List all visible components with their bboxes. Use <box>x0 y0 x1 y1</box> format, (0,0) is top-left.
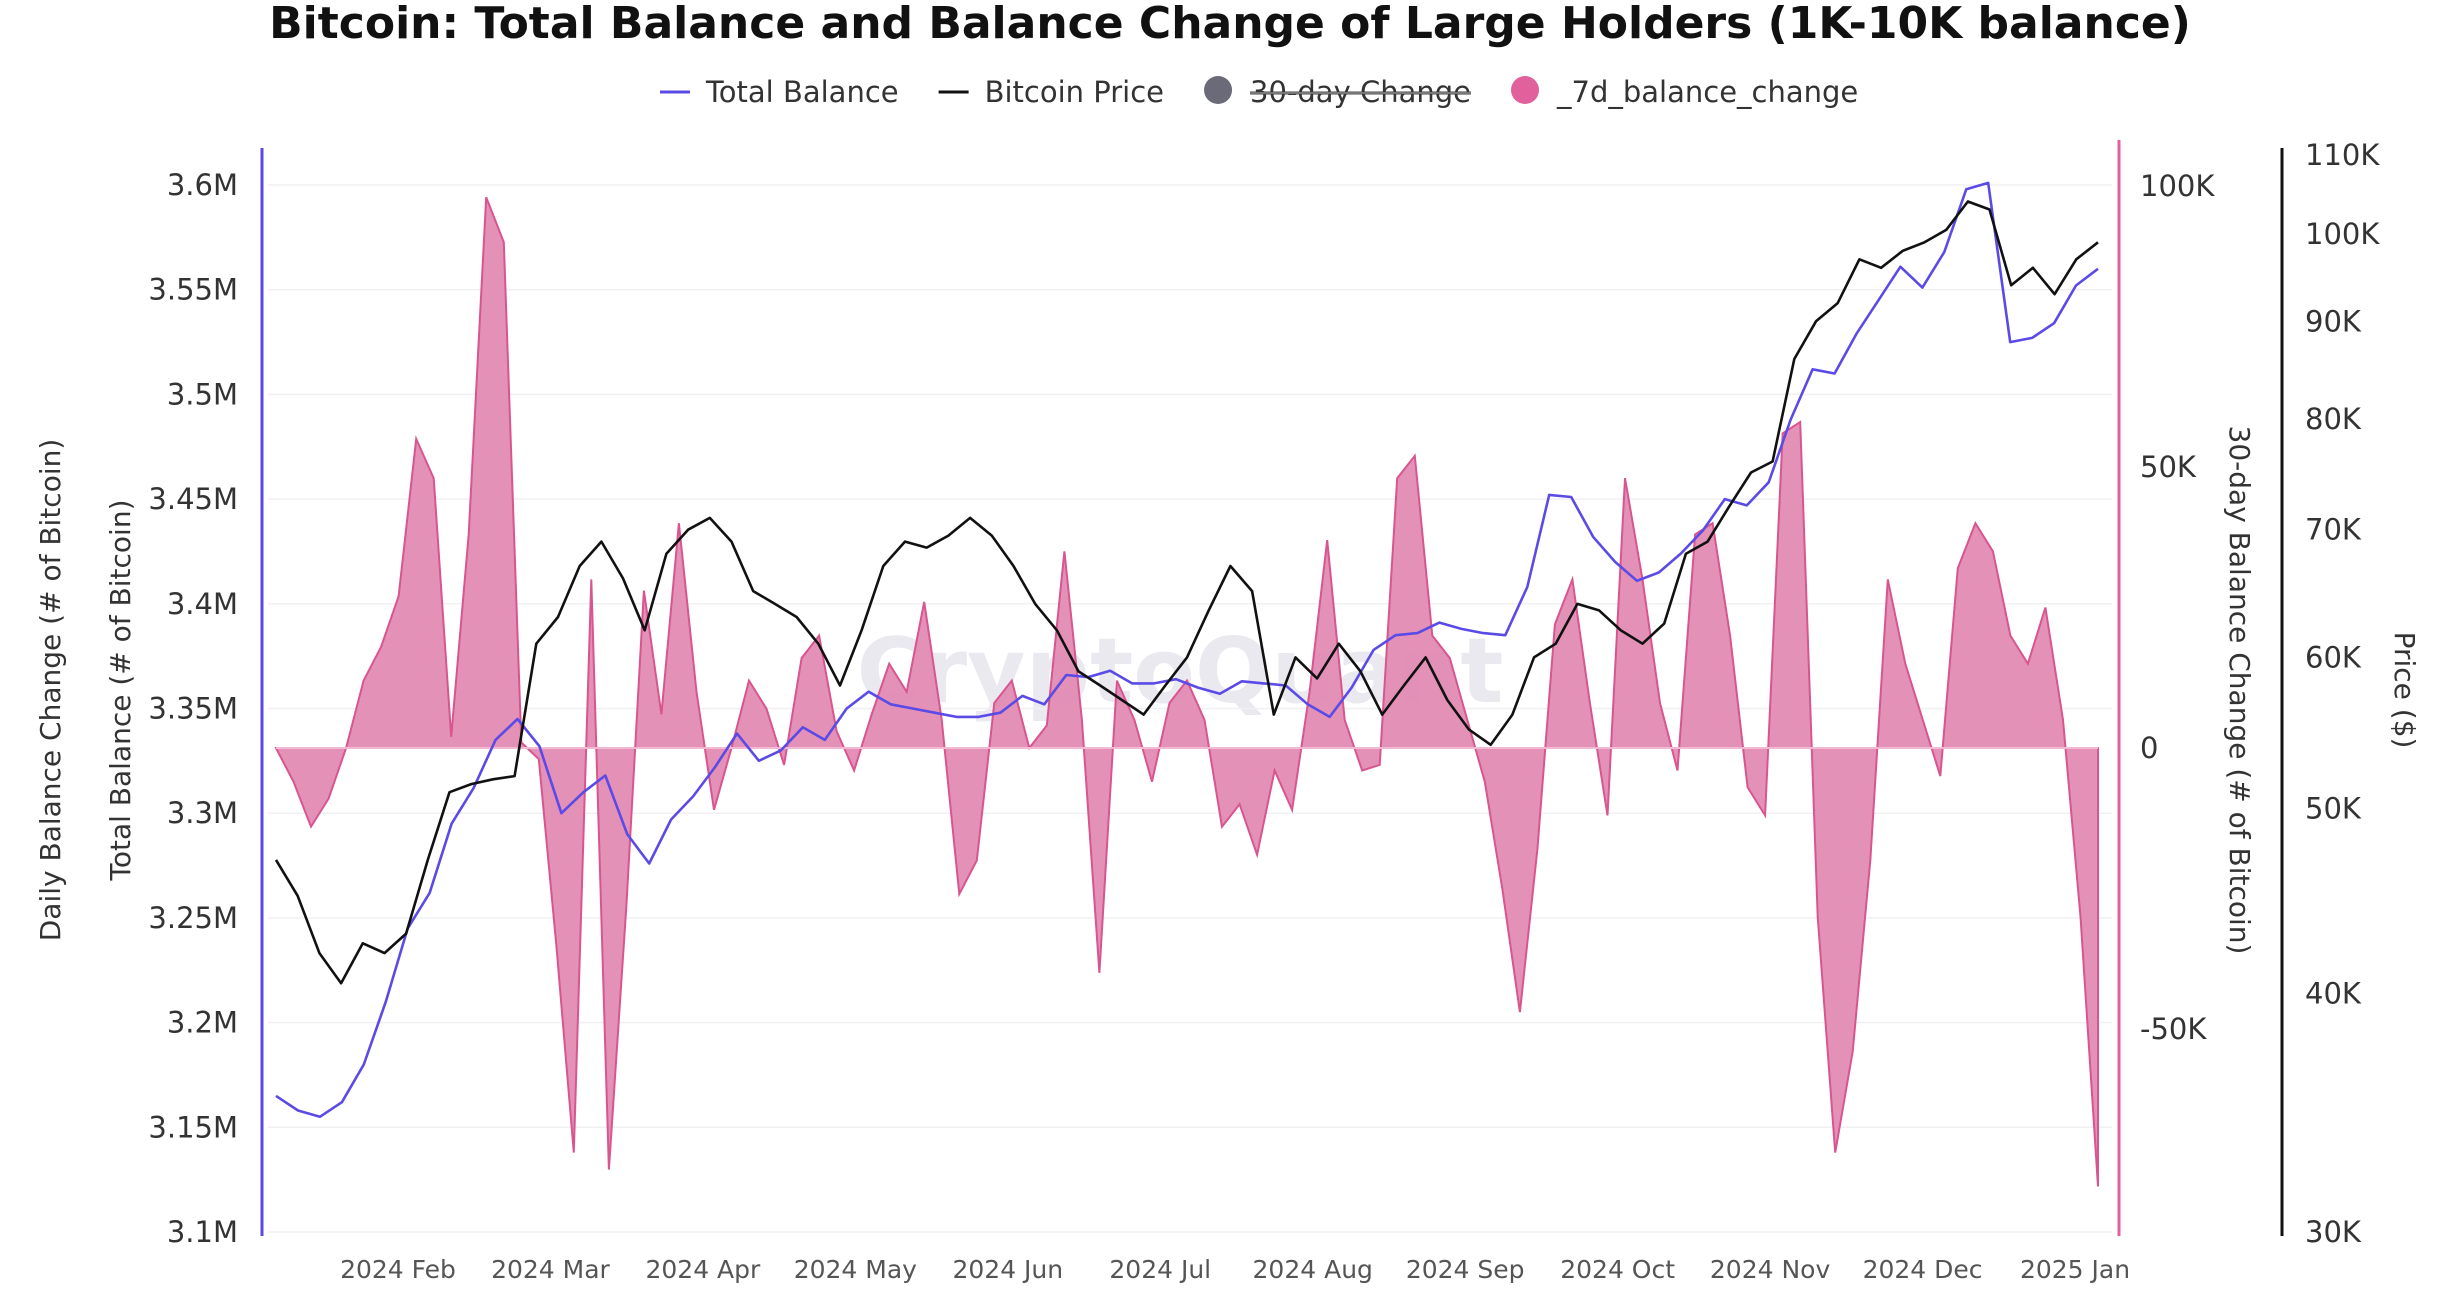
balance-tick-label: 3.2M <box>167 1006 238 1040</box>
balance-tick-label: 3.6M <box>167 168 238 202</box>
balance-tick-label: 3.3M <box>167 796 238 830</box>
x-tick-label: 2024 Dec <box>1863 1255 1983 1284</box>
balance-tick-label: 3.45M <box>148 482 238 516</box>
series-7d-balance-change <box>276 197 2098 1186</box>
legend-item-1[interactable]: Bitcoin Price <box>939 75 1164 109</box>
x-tick-label: 2024 Apr <box>645 1255 761 1284</box>
daily-balance-axis-title: Daily Balance Change (# of Bitcoin) <box>34 439 67 942</box>
legend-swatch <box>1204 76 1232 104</box>
price-tick-label: 100K <box>2305 217 2380 251</box>
change-tick-label: 100K <box>2140 169 2215 203</box>
price-tick-label: 60K <box>2305 640 2362 674</box>
change-tick-label: 0 <box>2140 731 2158 765</box>
legend-item-0[interactable]: Total Balance <box>660 75 899 109</box>
balance-tick-label: 3.5M <box>167 377 238 411</box>
balance-tick-label: 3.25M <box>148 901 238 935</box>
price-tick-label: 50K <box>2305 792 2362 826</box>
balance-tick-label: 3.35M <box>148 692 238 726</box>
x-tick-label: 2024 Oct <box>1560 1255 1675 1284</box>
x-tick-label: 2024 Aug <box>1253 1255 1373 1284</box>
x-tick-label: 2024 Jul <box>1109 1255 1211 1284</box>
x-tick-label: 2024 May <box>794 1255 917 1284</box>
legend-item-3[interactable]: _7d_balance_change <box>1511 75 1858 109</box>
change-tick-label: 50K <box>2140 450 2197 484</box>
price-tick-label: 90K <box>2305 304 2362 338</box>
change-tick-label: -50K <box>2140 1012 2207 1046</box>
chart-title: Bitcoin: Total Balance and Balance Chang… <box>269 0 2191 49</box>
legend-swatch <box>1511 76 1539 104</box>
legend-label: Total Balance <box>705 75 899 109</box>
change-axis-title: 30-day Balance Change (# of Bitcoin) <box>2223 426 2256 955</box>
legend-item-2[interactable]: 30-day Change <box>1204 75 1471 109</box>
price-tick-label: 80K <box>2305 402 2362 436</box>
price-tick-label: 40K <box>2305 977 2362 1011</box>
balance-tick-label: 3.55M <box>148 273 238 307</box>
balance-tick-label: 3.1M <box>167 1215 238 1249</box>
price-tick-label: 70K <box>2305 513 2362 547</box>
balance-tick-label: 3.4M <box>167 587 238 621</box>
balance-change-area <box>276 197 2098 1186</box>
x-tick-label: 2024 Jun <box>952 1255 1063 1284</box>
balance-tick-label: 3.15M <box>148 1110 238 1144</box>
total-balance-axis-title: Total Balance (# of Bitcoin) <box>104 500 137 882</box>
price-tick-label: 30K <box>2305 1215 2362 1249</box>
x-tick-label: 2024 Nov <box>1710 1255 1831 1284</box>
legend[interactable]: Total Balance Bitcoin Price 30-day Change _… <box>660 75 1858 109</box>
price-axis-title: Price ($) <box>2388 632 2421 749</box>
legend-label: _7d_balance_change <box>1556 75 1858 109</box>
price-tick-label: 110K <box>2305 138 2380 172</box>
legend-label: Bitcoin Price <box>985 75 1164 109</box>
x-tick-label: 2024 Feb <box>340 1255 456 1284</box>
x-tick-label: 2025 Jan <box>2020 1255 2130 1284</box>
x-tick-label: 2024 Sep <box>1406 1255 1525 1284</box>
x-tick-label: 2024 Mar <box>491 1255 610 1284</box>
